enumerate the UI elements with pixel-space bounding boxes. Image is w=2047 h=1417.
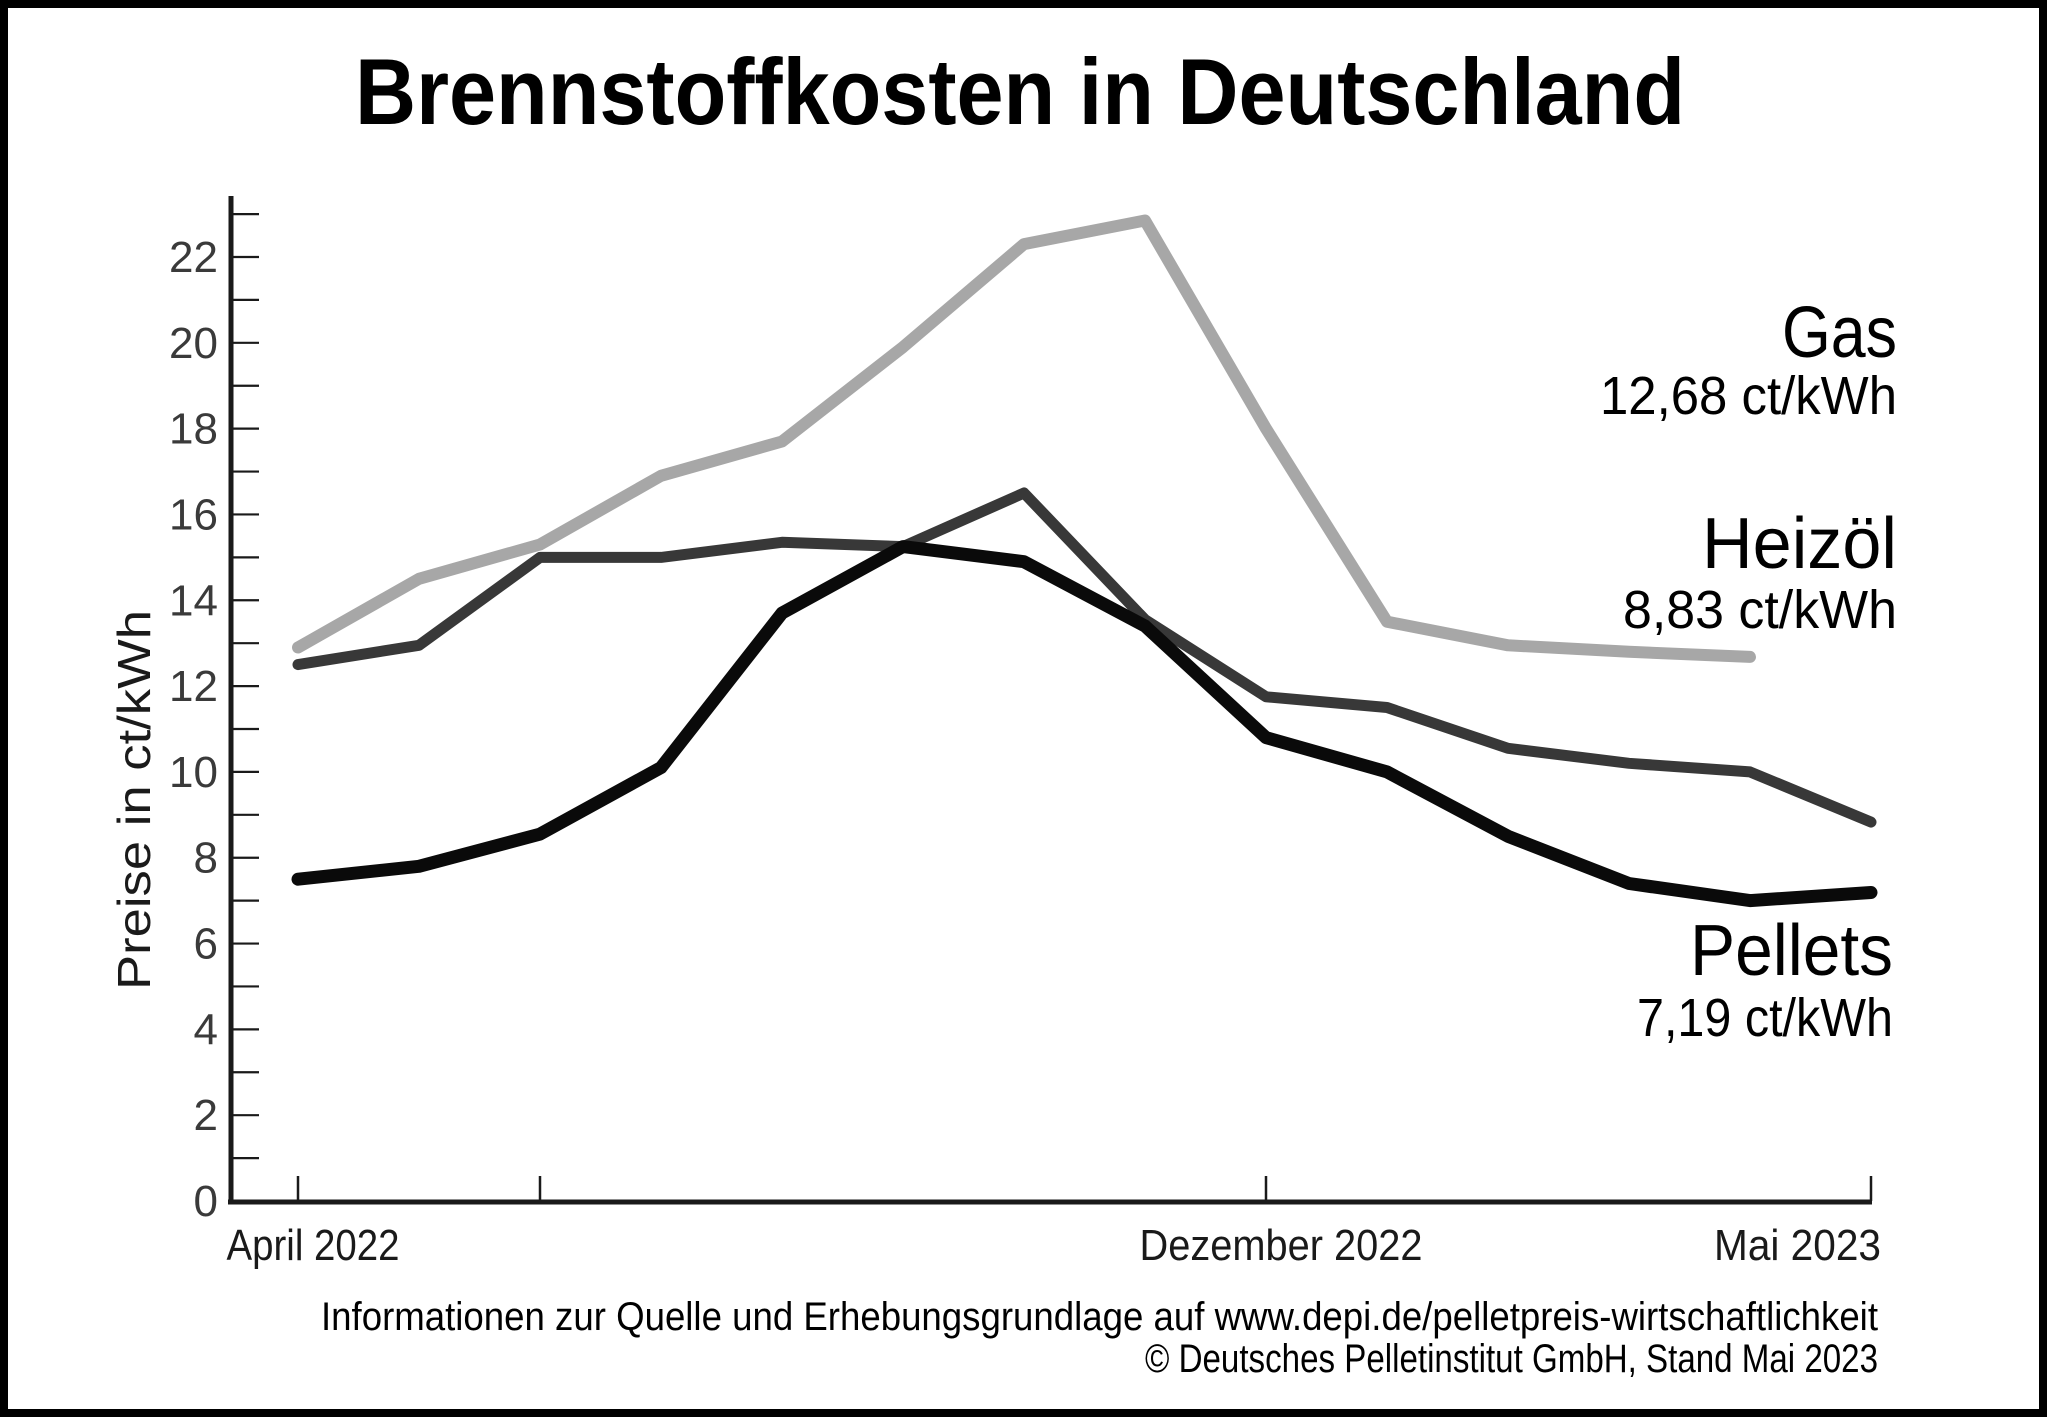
y-tick-label: 6 <box>194 920 218 969</box>
legend-value-heizoel: 8,83 ct/kWh <box>1623 580 1897 640</box>
y-tick-label: 10 <box>169 748 218 797</box>
y-tick-label: 20 <box>169 319 218 368</box>
x-tick-label: Mai 2023 <box>1714 1221 1881 1270</box>
series-line-gas <box>292 214 1756 663</box>
legend-label-heizoel: Heizöl <box>1702 504 1897 584</box>
legend-label-gas: Gas <box>1782 293 1897 373</box>
y-tick-label: 2 <box>194 1091 218 1140</box>
x-tick-label: April 2022 <box>227 1221 400 1270</box>
footer-source-line: Informationen zur Quelle und Erhebungsgr… <box>321 1295 1878 1339</box>
y-tick-label: 8 <box>194 834 218 883</box>
y-tick-label: 22 <box>169 233 218 282</box>
series-line-pellets <box>291 540 1878 908</box>
y-axis-title: Preise in ct/kWh <box>108 610 160 990</box>
y-tick-label: 18 <box>169 405 218 454</box>
chart-title: Brennstoffkosten in Deutschland <box>355 39 1685 144</box>
y-tick-label: 14 <box>169 576 218 625</box>
y-axis: 0 2 4 6 8 10 12 14 16 18 20 22 <box>169 196 259 1226</box>
y-tick-label: 4 <box>194 1005 218 1054</box>
x-tick-label: Dezember 2022 <box>1140 1221 1423 1270</box>
y-tick-label: 0 <box>194 1177 218 1226</box>
series-line-heizl <box>292 487 1877 828</box>
legend-label-pellets: Pellets <box>1690 911 1893 991</box>
x-axis: April 2022 Dezember 2022 Mai 2023 <box>227 1176 1881 1270</box>
y-tick-label: 16 <box>169 490 218 539</box>
y-tick-label: 12 <box>169 662 218 711</box>
footer-copyright-line: © Deutsches Pelletinstitut GmbH, Stand M… <box>1145 1337 1878 1381</box>
series-lines <box>291 214 1878 908</box>
legend-value-pellets: 7,19 ct/kWh <box>1637 988 1893 1048</box>
legend-value-gas: 12,68 ct/kWh <box>1600 366 1897 426</box>
